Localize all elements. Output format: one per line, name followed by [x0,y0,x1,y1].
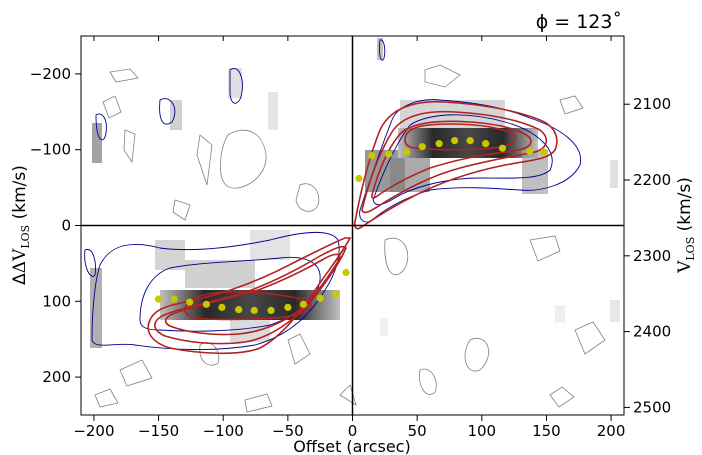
data-point [368,152,376,160]
x-tick-label: −100 [203,422,244,440]
data-point [385,150,393,158]
data-point [332,290,340,299]
intensity-image [90,38,620,348]
y-left-axis-label-sub: LOS [19,225,32,249]
y-left-axis-ticks: −200 −100 0 100 200 [30,65,81,386]
y-left-tick-label: 0 [61,217,71,235]
data-point [435,140,443,148]
model-contours [147,100,558,355]
data-point [482,140,490,148]
y-left-tick-label: 100 [42,292,71,310]
data-point [154,295,163,303]
y-left-tick-label: −200 [30,65,71,83]
points-layer [154,137,548,314]
data-point [186,298,194,306]
y-right-axis-label-unit: (km/s) [675,177,695,231]
y-right-axis-label-sub: LOS [684,237,697,261]
y-right-tick-label: 2300 [633,247,671,265]
y-right-axis-label: VLOS (km/s) [675,177,697,274]
y-right-tick-label: 2500 [633,398,671,416]
data-point [540,148,548,156]
y-left-axis-label: ΔΔVLOS (km/s) [10,165,32,285]
x-tick-label: 100 [467,422,496,440]
data-point [284,303,292,311]
data-point [170,295,178,303]
x-tick-label: −50 [272,422,304,440]
data-point [403,148,411,156]
x-tick-label: 50 [408,422,427,440]
y-right-axis-label-main: V [675,260,695,274]
x-tick-label: 0 [348,422,358,440]
y-left-tick-label: 200 [42,368,71,386]
x-tick-label: 200 [597,422,626,440]
noise-contours [94,64,606,413]
y-left-tick-label: −100 [30,141,71,159]
plot-area [81,36,624,415]
data-point [526,147,534,155]
data-point [267,306,275,314]
y-left-axis-label-main: ΔV [10,248,30,273]
data-point [202,300,211,308]
data-point [498,144,507,152]
x-tick-label: −150 [138,422,179,440]
x-axis-ticks: −200 −150 −100 −50 0 50 100 150 200 [73,36,625,440]
y-right-tick-label: 2200 [633,171,671,189]
chart-title: ϕ = 123˚ [536,11,622,33]
y-right-tick-label: 2100 [633,95,671,113]
y-left-axis-label-unit: (km/s) [10,165,30,219]
data-point [218,303,226,311]
data-point [316,294,324,302]
x-tick-label: 150 [532,422,561,440]
y-right-axis-ticks: 2100 2200 2300 2400 2500 [624,95,671,416]
data-point [418,143,426,151]
data-point [250,306,258,314]
data-point [342,268,350,277]
data-point [451,137,459,145]
y-right-tick-label: 2400 [633,323,671,341]
x-axis-label: Offset (arcsec) [293,437,410,455]
data-point [466,137,474,145]
data-point [235,306,243,314]
data-point [355,174,363,183]
data-point [299,300,307,308]
x-tick-label: −200 [73,422,114,440]
